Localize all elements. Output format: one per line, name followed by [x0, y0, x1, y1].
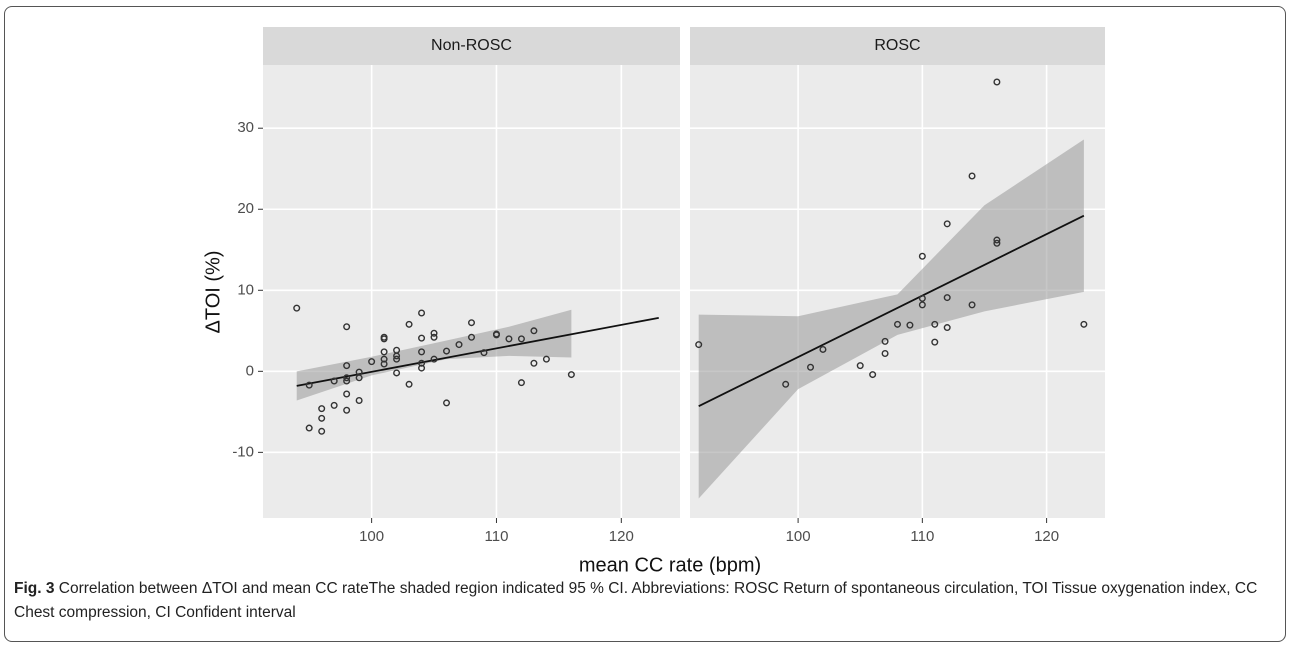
- point: [343, 323, 351, 331]
- fit-line: [698, 214, 1085, 407]
- point: [318, 427, 326, 435]
- point: [943, 220, 951, 228]
- point: [931, 320, 939, 328]
- panel-title: ROSC: [874, 37, 920, 54]
- y-tick-label: -10: [232, 443, 254, 460]
- caption: Fig. 3 Correlation between ΔTOI and mean…: [14, 577, 1276, 625]
- point: [530, 327, 538, 335]
- point: [430, 355, 438, 363]
- point: [505, 335, 513, 343]
- point: [318, 405, 326, 413]
- point: [393, 352, 401, 360]
- point: [368, 358, 376, 366]
- y-tick-label: 0: [246, 362, 254, 379]
- point: [405, 320, 413, 328]
- point: [695, 341, 703, 349]
- panel-title: Non-ROSC: [431, 37, 512, 54]
- point: [993, 239, 1001, 247]
- x-tick-label: 100: [359, 528, 384, 545]
- strip: [263, 27, 680, 65]
- point: [856, 362, 864, 370]
- point: [355, 396, 363, 404]
- point: [993, 78, 1001, 86]
- x-tick-label: 120: [1034, 528, 1059, 545]
- x-tick-label: 120: [609, 528, 634, 545]
- point: [993, 236, 1001, 244]
- point: [782, 380, 790, 388]
- point: [380, 360, 388, 368]
- point: [943, 324, 951, 332]
- point: [567, 371, 575, 379]
- point: [542, 355, 550, 363]
- point: [918, 294, 926, 302]
- point: [343, 406, 351, 414]
- point: [918, 252, 926, 260]
- point: [894, 320, 902, 328]
- point: [293, 304, 301, 312]
- caption-text: Correlation between ΔTOI and mean CC rat…: [14, 580, 1258, 621]
- point: [305, 381, 313, 389]
- y-tick-label: 10: [237, 281, 254, 298]
- point: [343, 377, 351, 385]
- point: [443, 347, 451, 355]
- point: [393, 369, 401, 377]
- point: [405, 380, 413, 388]
- point: [380, 348, 388, 356]
- panel-background: [263, 65, 680, 518]
- point: [480, 349, 488, 357]
- point: [305, 424, 313, 432]
- point: [906, 321, 914, 329]
- point: [330, 377, 338, 385]
- y-tick-label: 30: [237, 119, 254, 136]
- point: [380, 355, 388, 363]
- point: [468, 319, 476, 327]
- point: [380, 335, 388, 343]
- point: [968, 172, 976, 180]
- point: [318, 414, 326, 422]
- point: [881, 349, 889, 357]
- point: [517, 379, 525, 387]
- point: [443, 399, 451, 407]
- y-axis-label: ΔTOI (%): [202, 251, 224, 334]
- x-tick-label: 100: [786, 528, 811, 545]
- figure-frame: [4, 6, 1286, 642]
- point: [418, 334, 426, 342]
- point: [418, 348, 426, 356]
- point: [418, 364, 426, 372]
- point: [343, 374, 351, 382]
- x-axis-label: mean CC rate (bpm): [579, 554, 761, 575]
- point: [343, 390, 351, 398]
- confidence-band: [698, 139, 1084, 499]
- point: [530, 359, 538, 367]
- point: [430, 333, 438, 341]
- point: [418, 359, 426, 367]
- point: [931, 338, 939, 346]
- point: [343, 362, 351, 370]
- point: [943, 294, 951, 302]
- x-tick-label: 110: [485, 528, 509, 545]
- point: [968, 301, 976, 309]
- point: [393, 355, 401, 363]
- point: [869, 371, 877, 379]
- point: [455, 341, 463, 349]
- point: [517, 335, 525, 343]
- caption-label: Fig. 3: [14, 580, 55, 597]
- point: [430, 329, 438, 337]
- point: [418, 309, 426, 317]
- x-tick-label: 110: [910, 528, 934, 545]
- point: [355, 374, 363, 382]
- strip: [690, 27, 1105, 65]
- y-tick-label: 20: [237, 200, 254, 217]
- point: [881, 337, 889, 345]
- point: [918, 301, 926, 309]
- point: [492, 331, 500, 339]
- chart: mean CC rate (bpm) ΔTOI (%) -10 0 10 20 30 No…: [202, 27, 1105, 575]
- point: [807, 363, 815, 371]
- point: [468, 333, 476, 341]
- confidence-band: [296, 309, 572, 401]
- point: [1080, 320, 1088, 328]
- point: [819, 345, 827, 353]
- point: [330, 401, 338, 409]
